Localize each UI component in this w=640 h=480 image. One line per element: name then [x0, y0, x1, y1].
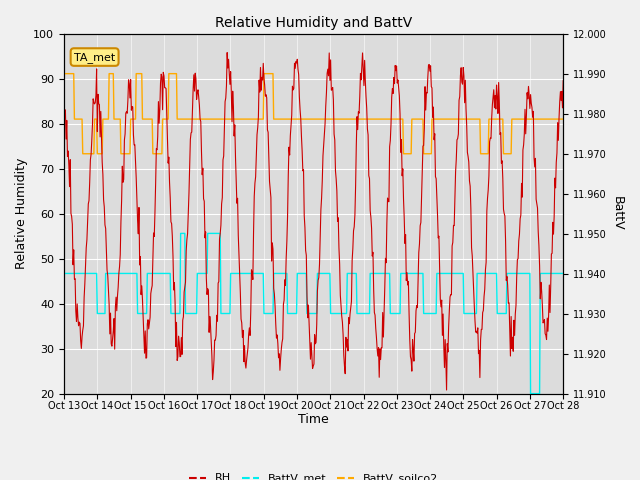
- Y-axis label: Relative Humidity: Relative Humidity: [15, 158, 28, 269]
- Text: TA_met: TA_met: [74, 51, 115, 62]
- X-axis label: Time: Time: [298, 413, 329, 426]
- Y-axis label: BattV: BattV: [611, 196, 623, 231]
- Title: Relative Humidity and BattV: Relative Humidity and BattV: [215, 16, 412, 30]
- Legend: RH, BattV_met, BattV_soilco2: RH, BattV_met, BattV_soilco2: [185, 469, 442, 480]
